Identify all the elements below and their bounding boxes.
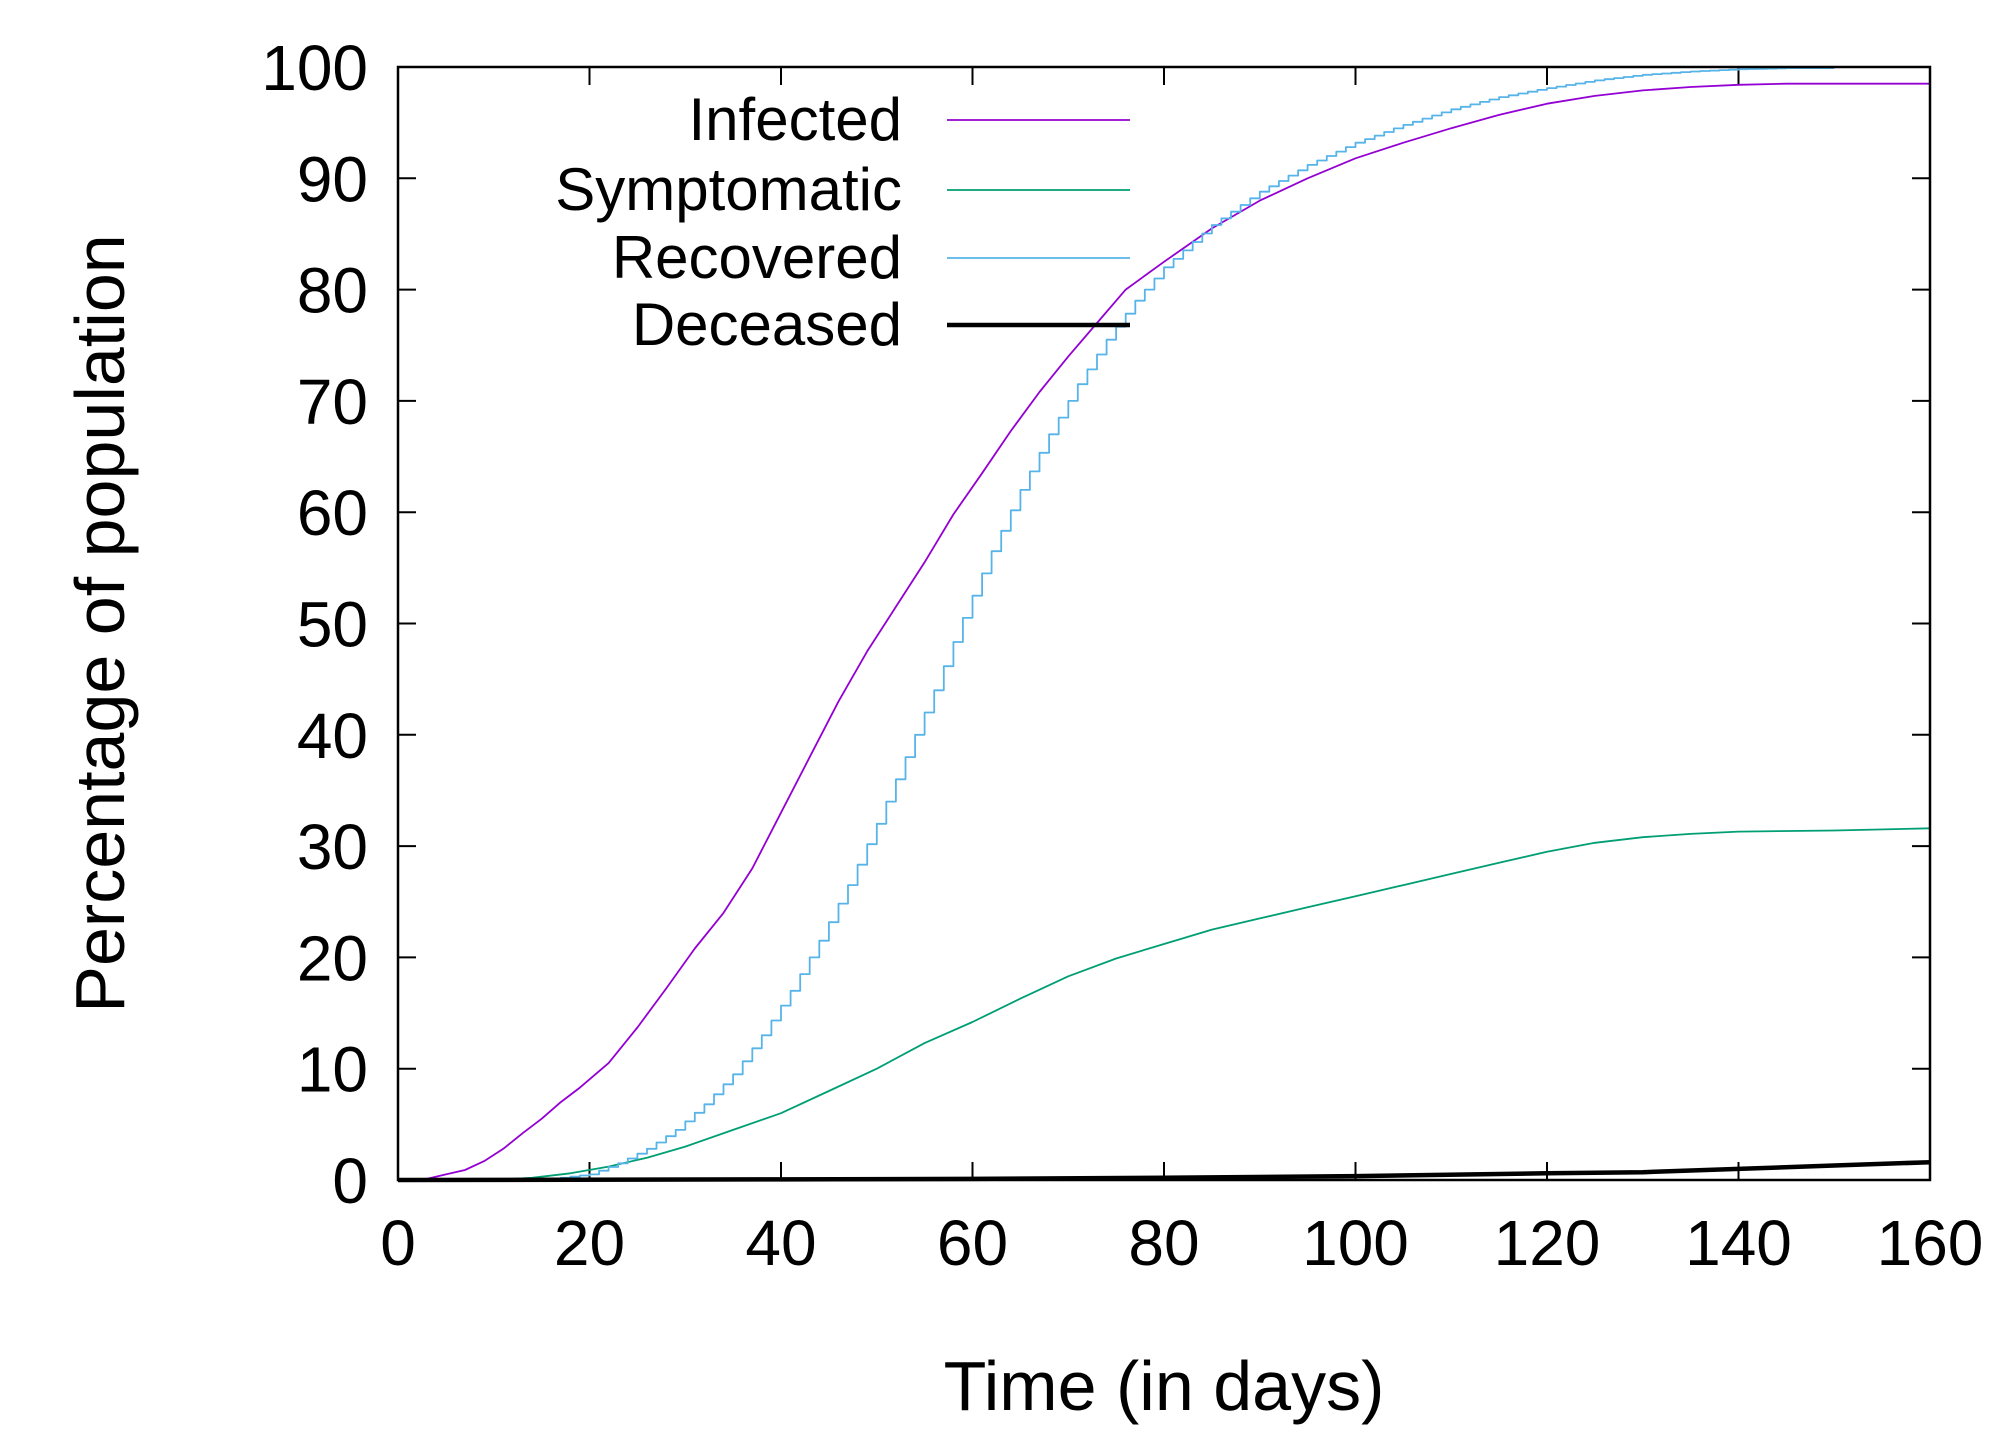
x-tick-label: 0 [380,1207,416,1279]
x-axis-title: Time (in days) [944,1347,1385,1425]
x-tick-label: 160 [1877,1207,1984,1279]
legend-label-symptomatic: Symptomatic [555,156,902,223]
y-tick-label: 70 [297,366,368,438]
x-tick-label: 60 [937,1207,1008,1279]
x-tick-label: 40 [745,1207,816,1279]
plot-frame [396,65,1932,1182]
legend-label-infected: Infected [689,86,903,153]
x-tick-label: 140 [1685,1207,1792,1279]
y-tick-label: 60 [297,477,368,549]
x-tick-label: 100 [1302,1207,1409,1279]
x-tick-label: 80 [1128,1207,1199,1279]
y-tick-label: 30 [297,811,368,883]
y-tick-label: 50 [297,589,368,661]
y-tick-label: 40 [297,700,368,772]
legend-label-recovered: Recovered [612,224,902,291]
y-tick-label: 0 [332,1145,368,1217]
x-tick-label: 20 [554,1207,625,1279]
y-tick-label: 10 [297,1034,368,1106]
y-axis-title: Percentage of population [61,234,139,1012]
y-tick-label: 80 [297,255,368,327]
series-line-recovered [398,67,1835,1181]
legend-label-deceased: Deceased [632,291,902,358]
series-line-infected [397,82,1930,1181]
y-tick-label: 20 [297,922,368,994]
x-tick-label: 120 [1494,1207,1601,1279]
y-tick-label: 100 [261,32,368,104]
y-tick-label: 90 [297,143,368,215]
series-line-symptomatic [398,827,1931,1181]
axis-tick-labels: 0 20 40 60 80 100 120 140 160 0 10 20 30 40 50 60 70 80 90… [261,32,1983,1279]
